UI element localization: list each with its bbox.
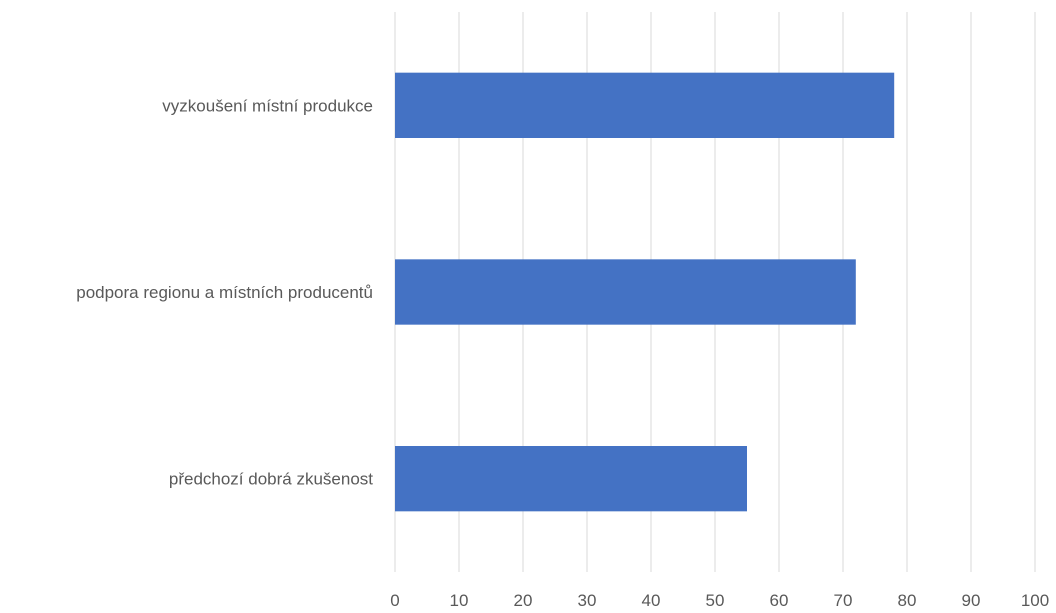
x-tick-label: 20 (514, 591, 533, 608)
x-tick-label: 60 (770, 591, 789, 608)
x-tick-label: 50 (706, 591, 725, 608)
x-tick-label: 70 (834, 591, 853, 608)
x-tick-label: 30 (578, 591, 597, 608)
category-label: podpora regionu a místních producentů (76, 283, 373, 302)
category-label: vyzkoušení místní produkce (162, 96, 373, 115)
x-tick-label: 100 (1021, 591, 1049, 608)
x-tick-label: 10 (450, 591, 469, 608)
x-tick-label: 40 (642, 591, 661, 608)
x-tick-label: 90 (962, 591, 981, 608)
x-tick-label: 0 (390, 591, 399, 608)
x-tick-label: 80 (898, 591, 917, 608)
category-labels: vyzkoušení místní produkce podpora region… (76, 96, 373, 488)
bar (395, 259, 856, 325)
bars (395, 72, 895, 512)
bar (395, 72, 895, 138)
x-axis-tick-labels: 0 10 20 30 40 50 60 70 80 90 100 (390, 591, 1049, 610)
category-label: předchozí dobrá zkušenost (169, 470, 373, 489)
bar (395, 446, 747, 512)
